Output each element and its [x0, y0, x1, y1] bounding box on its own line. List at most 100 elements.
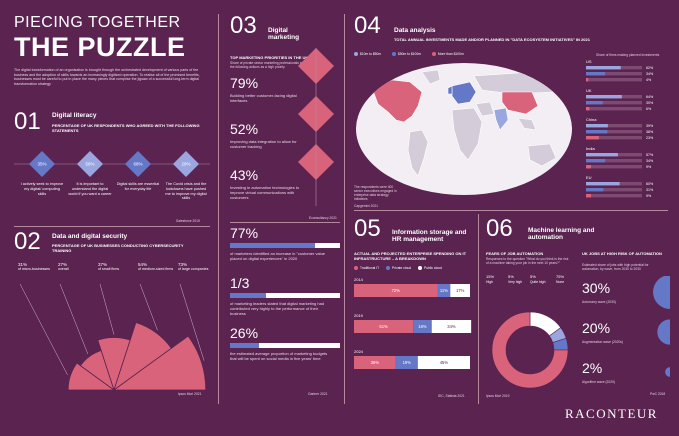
s03-priority-item: 43% Investing in automation technologies…: [230, 168, 330, 214]
s01-statement: It is important to understand the digita…: [68, 182, 112, 196]
legend-label: $50m to $100m: [398, 52, 421, 56]
s02-label: 73% of large companies: [178, 262, 216, 271]
s05-bar-segment: [395, 356, 418, 369]
s04-country-label: India: [586, 146, 595, 151]
s06-number: 06: [486, 215, 513, 242]
s05-year-label: 2024: [354, 349, 364, 354]
s06-risk-title: UK JOBS AT HIGH RISK OF AUTOMATION: [582, 251, 662, 256]
s05-segment-value: 45%: [440, 360, 449, 365]
s01-diamond-value: 35%: [37, 162, 46, 167]
s04-bar-value: 23%: [646, 136, 654, 140]
s01-statement-text: It is important to understand the digita…: [68, 182, 112, 196]
s04-number: 04: [354, 12, 381, 39]
legend-item: Public cloud: [418, 266, 442, 271]
s03-stat-bar: [230, 293, 340, 298]
s06-wave-shapes: [653, 276, 670, 377]
s04-bar-track: [586, 130, 642, 134]
column-divider: [344, 14, 345, 404]
s03-title: Digital marketing: [268, 27, 300, 41]
s05-bar-segment: [437, 284, 451, 297]
s03-priority-text: Investing in automation technologies to …: [230, 185, 300, 200]
s02-leader-line: [179, 283, 205, 361]
s04-bar: [586, 78, 589, 82]
s01-number: 01: [14, 108, 41, 135]
s04-bars-title: Share of firms making planned investment…: [596, 53, 660, 57]
s03-stat-value: 77%: [230, 225, 259, 241]
s06-fear-value: 5%: [530, 274, 536, 279]
s04-bar: [586, 130, 608, 134]
s06-wave-value: 30%: [582, 280, 611, 296]
s05-segment-value: 34%: [447, 324, 456, 329]
s02-label: 37% of small firms: [98, 262, 136, 271]
s04-country-label: China: [586, 117, 597, 122]
s02-number: 02: [14, 228, 41, 255]
s04-bar: [586, 188, 604, 192]
s06-source-2: PwC 2018: [650, 392, 666, 396]
legend-item: More than $100m: [431, 52, 464, 57]
legend-swatch: [392, 52, 396, 57]
s06-fear-label: 15% High: [486, 274, 508, 284]
s06-fear-text: High: [486, 279, 493, 284]
s04-subtitle: TOTAL ANNUAL INVESTMENTS MADE AND/OR PLA…: [394, 37, 590, 42]
s02-leader-line: [19, 283, 68, 375]
s04-bar-value: 57%: [646, 153, 654, 157]
s06-wave-list: 30% Autonomy wave (2030) 20% Augmentatio…: [582, 280, 668, 400]
map-se-asia: [517, 117, 537, 131]
s03-source: Econsultancy 2021: [309, 216, 337, 220]
s05-bar-segment: [354, 284, 438, 297]
s02-label-text: of large companies: [178, 267, 209, 271]
s01-statement: I actively seek to improve my digital/ c…: [21, 182, 64, 196]
s03-stats-source: Gartner 2021: [308, 392, 328, 396]
s04-bar: [586, 182, 620, 186]
map-middle-east: [475, 101, 495, 117]
s01-statement-text: Digital skills are essential for everyda…: [116, 182, 160, 191]
s04-bar: [586, 194, 592, 198]
s02-label: 31% of micro-businesses: [18, 262, 56, 271]
s05-bar-segment: [354, 320, 414, 333]
s02-label-value: 37%: [98, 262, 108, 267]
s04-bar-track: [586, 107, 642, 111]
legend-label: Traditional IT: [360, 266, 380, 270]
s03-stat-item: 77% of marketers identified an increase …: [230, 226, 340, 276]
s03-stat-item: 1/3 of marketing leaders stated that dig…: [230, 276, 340, 326]
s06-donut-chart: [491, 311, 569, 389]
s05-segment-value: 19%: [403, 360, 412, 365]
intro-text: The digital transformation of an organis…: [14, 68, 200, 86]
s06-fear-value: 5%: [508, 274, 514, 279]
s04-country-label: US: [586, 59, 592, 64]
legend-swatch: [431, 52, 436, 57]
s03-stat-value: 1/3: [230, 275, 250, 291]
s06-wave-item: 2% Algorithm wave (2020): [582, 360, 668, 400]
s05-segment-value: 16%: [418, 324, 427, 329]
s06-wave-shape: [653, 276, 670, 309]
s06-fear-value: 75%: [556, 274, 565, 279]
s03-priority-value: 79%: [230, 75, 259, 91]
s06-wave-item: 30% Autonomy wave (2030): [582, 280, 668, 320]
s04-bar: [586, 101, 603, 105]
column-divider: [478, 214, 479, 404]
s05-bar-segment: [413, 320, 432, 333]
s02-label-text: overall: [58, 267, 69, 271]
s02-leader-line: [139, 283, 158, 331]
s04-title: Data analysis: [394, 27, 436, 34]
s06-fear-label: 5% Quite high: [530, 274, 552, 283]
s05-bar-segment: [450, 284, 470, 297]
legend-item: Private cloud: [386, 266, 411, 271]
legend-swatch: [386, 266, 391, 271]
s02-title: Data and digital security: [52, 233, 128, 240]
s05-segment-value: 17%: [456, 288, 465, 293]
s06-wave-value: 20%: [582, 320, 611, 336]
s04-bar: [586, 66, 621, 70]
s06-fears-note: Responses to the question "What do you t…: [486, 257, 569, 265]
s04-bar-track: [586, 165, 642, 169]
s03-subtitle: TOP MARKETING PRIORITIES IN THE UK: [230, 55, 309, 60]
map-europe: [451, 81, 477, 105]
s04-bar-track: [586, 72, 642, 76]
s02-leader-line: [99, 283, 115, 335]
s06-wave-text: Algorithm wave (2020): [582, 380, 615, 384]
s04-legend: $10m to $50m $50m to $100m More than $10…: [354, 52, 464, 57]
legend-swatch: [418, 266, 423, 271]
s04-bar-track: [586, 136, 642, 140]
s03-priority-text: Building better customer-facing digital …: [230, 93, 297, 103]
